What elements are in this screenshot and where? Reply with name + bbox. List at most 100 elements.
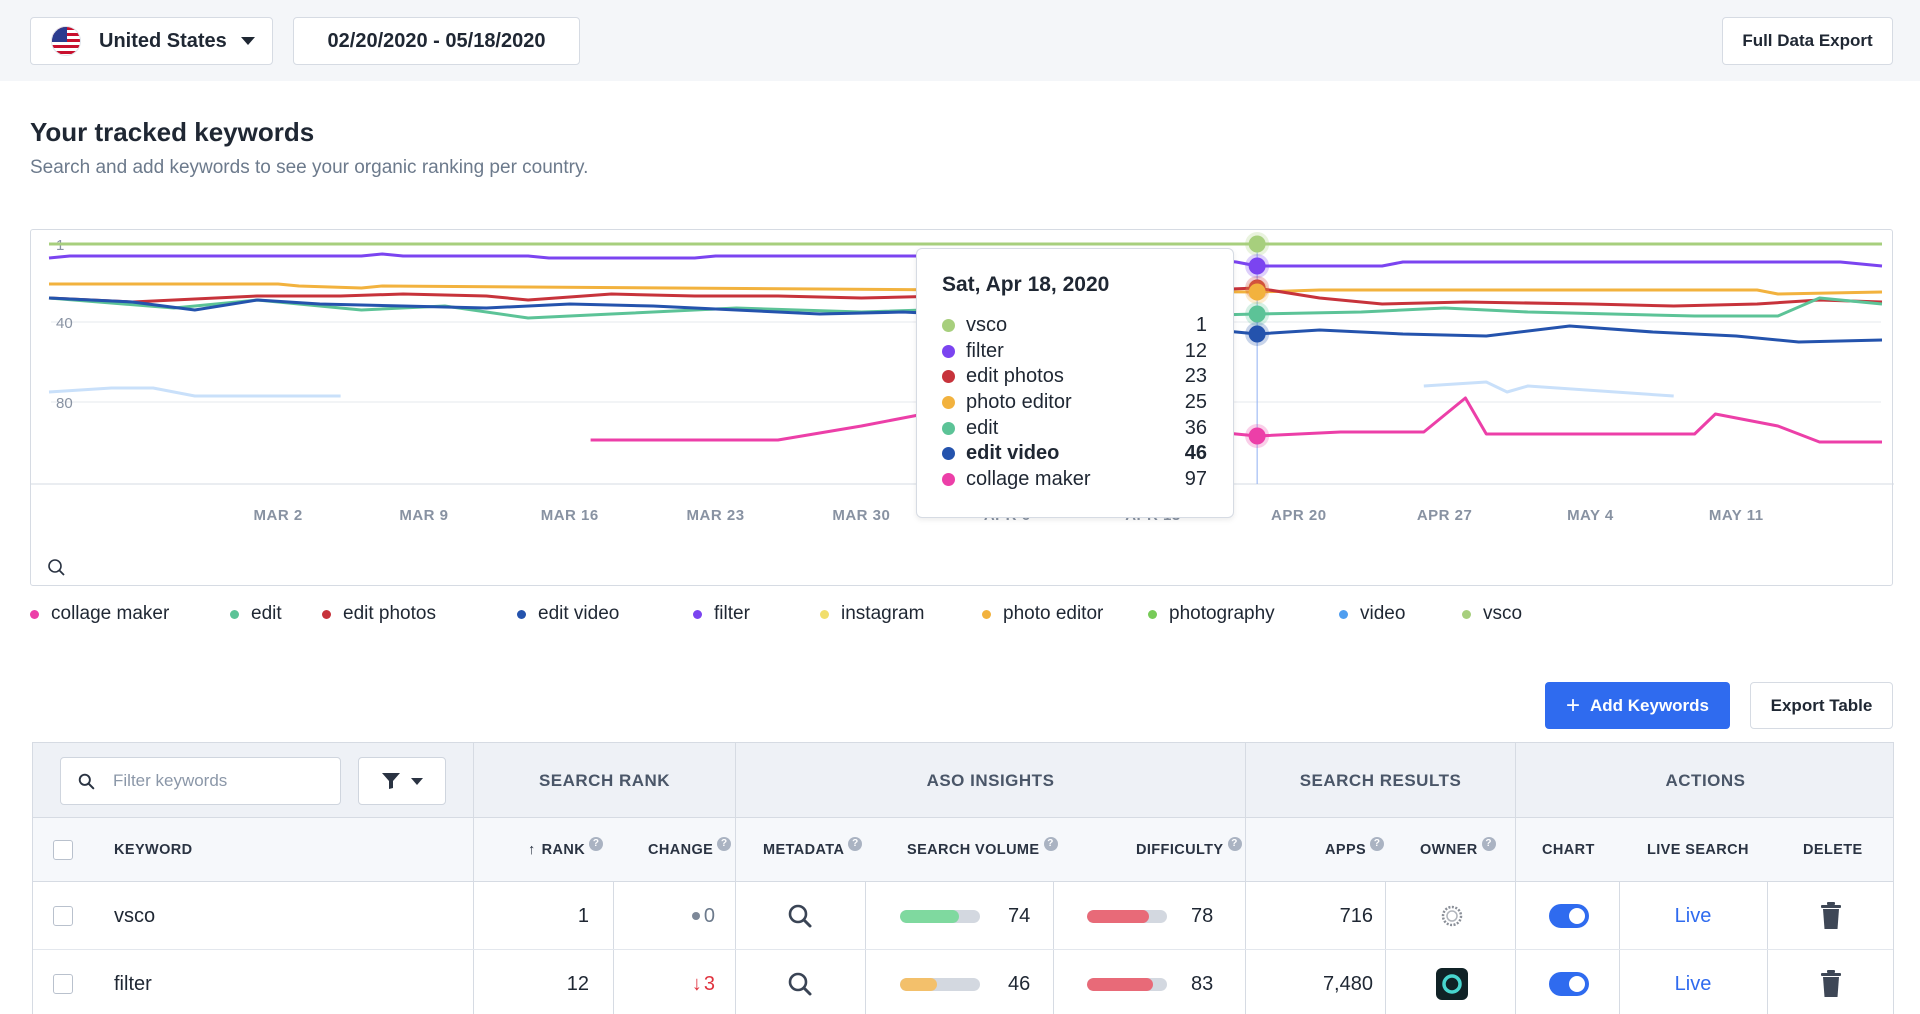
export-table-button[interactable]: Export Table: [1750, 682, 1893, 729]
live-search-link[interactable]: Live: [1674, 904, 1712, 927]
chart-legend: collage maker edit edit photos edit video fi…: [30, 603, 1910, 629]
change-cell: ↓ 3: [613, 950, 715, 1014]
legend-item[interactable]: photo editor: [982, 603, 1103, 625]
legend-item[interactable]: edit photos: [322, 603, 436, 625]
col-rank-label: RANK: [541, 842, 586, 858]
live-search-cell: Live: [1619, 882, 1767, 950]
col-metadata: METADATA?: [763, 818, 863, 882]
x-tick-label: MAY 11: [1709, 507, 1764, 524]
legend-item[interactable]: instagram: [820, 603, 924, 625]
column-divider: [865, 882, 866, 1014]
difficulty-bar-fill: [1087, 909, 1150, 923]
rank-cell: 1: [577, 904, 589, 927]
col-live-search: LIVE SEARCH: [1647, 842, 1749, 858]
legend-label: photography: [1169, 603, 1275, 624]
apps-cell: 7,480: [1322, 972, 1373, 995]
help-icon: ?: [589, 837, 604, 851]
col-change[interactable]: CHANGE?: [648, 818, 732, 882]
country-select[interactable]: United States: [30, 17, 273, 65]
column-divider: [473, 743, 474, 1014]
tooltip-row: collage maker 97: [942, 467, 1207, 493]
search-volume-value: 46: [1008, 972, 1031, 995]
legend-item[interactable]: edit: [230, 603, 282, 625]
col-difficulty[interactable]: DIFFICULTY?: [1136, 818, 1242, 882]
series-line: [48, 386, 341, 398]
delete-cell: [1767, 882, 1893, 950]
add-keywords-button[interactable]: + Add Keywords: [1545, 682, 1730, 729]
column-divider: [1245, 743, 1246, 1014]
search-icon[interactable]: [787, 971, 813, 997]
vsco-logo-icon: [1441, 905, 1463, 927]
live-search-cell: Live: [1619, 950, 1767, 1014]
chart-toggle[interactable]: [1549, 904, 1589, 928]
legend-label: collage maker: [51, 603, 170, 624]
x-tick-label: APR 20: [1271, 507, 1327, 524]
country-label: United States: [99, 29, 227, 52]
legend-item[interactable]: video: [1339, 603, 1405, 625]
filter-keywords-input[interactable]: Filter keywords: [60, 757, 341, 805]
keywords-table: Filter keywords SEARCH RANK ASO INSIGHTS…: [32, 742, 1894, 1014]
col-apps[interactable]: APPS?: [1325, 818, 1385, 882]
chart-toggle[interactable]: [1549, 972, 1589, 996]
x-tick-label: MAR 9: [399, 507, 448, 524]
search-volume-bar: [900, 909, 980, 923]
legend-dot-icon: [1148, 609, 1157, 619]
tooltip-series-value: 1: [1195, 314, 1207, 337]
row-select-cell: [53, 882, 73, 950]
tooltip-series-value: 46: [1184, 442, 1207, 465]
legend-dot-icon: [517, 609, 526, 619]
tooltip-series-value: 97: [1184, 467, 1207, 490]
legend-dot-icon: [982, 609, 991, 619]
trash-icon[interactable]: [1820, 902, 1842, 930]
help-icon: ?: [717, 837, 732, 851]
zoom-icon[interactable]: [48, 559, 62, 573]
change-value: 3: [703, 972, 715, 995]
chevron-down-icon: [411, 777, 423, 785]
group-search-results: SEARCH RESULTS: [1245, 743, 1515, 818]
tooltip-row: vsco 1: [942, 313, 1207, 339]
col-rank[interactable]: ↑ RANK?: [528, 818, 604, 882]
search-volume-cell: 74: [900, 882, 1030, 950]
col-keyword[interactable]: KEYWORD: [114, 842, 193, 858]
legend-dot-icon: [322, 609, 331, 619]
tooltip-series-name: edit video: [966, 442, 1060, 465]
row-checkbox[interactable]: [53, 974, 73, 994]
trash-icon[interactable]: [1820, 970, 1842, 998]
hover-marker: [1248, 283, 1266, 301]
difficulty-value: 83: [1191, 972, 1214, 995]
metadata-cell: [735, 882, 865, 950]
full-data-export-button[interactable]: Full Data Export: [1722, 17, 1893, 65]
search-icon[interactable]: [787, 903, 813, 929]
tooltip-series-value: 25: [1184, 391, 1207, 414]
legend-item[interactable]: vsco: [1462, 603, 1522, 625]
select-all-checkbox[interactable]: [53, 840, 73, 860]
legend-dot-icon: [1339, 609, 1348, 619]
date-range-picker[interactable]: 02/20/2020 - 05/18/2020: [293, 17, 580, 65]
col-apps-label: APPS: [1325, 842, 1367, 858]
legend-item[interactable]: filter: [693, 603, 750, 625]
series-dot-icon: [942, 472, 955, 486]
chart-toggle-cell: [1519, 950, 1619, 1014]
live-search-link[interactable]: Live: [1674, 972, 1712, 995]
search-volume-bar: [900, 977, 980, 991]
change-cell: 0: [613, 882, 715, 950]
legend-label: vsco: [1483, 603, 1523, 624]
legend-item[interactable]: photography: [1148, 603, 1275, 625]
top-bar: United States 02/20/2020 - 05/18/2020 Fu…: [0, 0, 1920, 81]
tooltip-series-name: photo editor: [966, 391, 1072, 414]
legend-item[interactable]: collage maker: [30, 603, 169, 625]
search-volume-cell: 46: [900, 950, 1030, 1014]
search-volume-bar-fill: [900, 977, 937, 991]
arrow-down-icon: ↓: [691, 972, 702, 995]
column-divider: [613, 882, 614, 1014]
tooltip-series-value: 36: [1184, 416, 1207, 439]
tooltip-row: edit video 46: [942, 441, 1207, 467]
legend-item[interactable]: edit video: [517, 603, 619, 625]
rank-cell: 12: [566, 972, 589, 995]
help-icon: ?: [1481, 837, 1496, 851]
row-checkbox[interactable]: [53, 906, 73, 926]
filter-dropdown-button[interactable]: [358, 757, 446, 805]
col-search-volume[interactable]: SEARCH VOLUME?: [907, 818, 1058, 882]
